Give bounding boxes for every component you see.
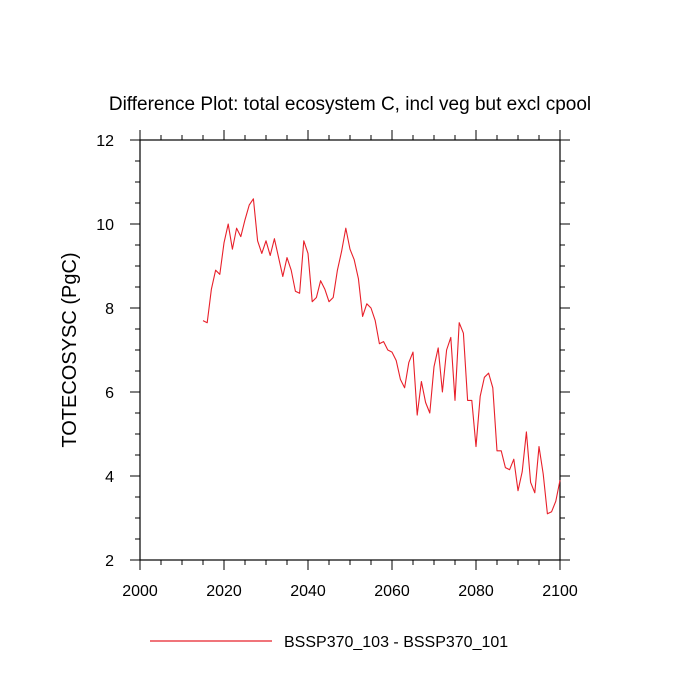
x-tick-labels: 2000 2020 2040 2060 2080 2100 [122,583,578,600]
x-tick-label: 2020 [206,583,242,600]
y-tick-label: 8 [105,301,114,318]
legend-label: BSSP370_103 - BSSP370_101 [284,634,508,651]
y-tick-label: 2 [105,553,114,570]
x-tick-label: 2040 [290,583,326,600]
x-tick-label: 2080 [458,583,494,600]
y-axis-label: TOTECOSYSC (PgC) [59,252,81,447]
x-tick-label: 2000 [122,583,158,600]
x-tick-label: 2100 [542,583,578,600]
x-tick-label: 2060 [374,583,410,600]
axis-ticks [130,130,570,570]
legend: BSSP370_103 - BSSP370_101 [150,634,508,651]
series-group [202,198,561,515]
y-tick-labels: 2 4 6 8 10 12 [96,133,114,570]
y-tick-label: 4 [105,469,114,486]
y-tick-label: 10 [96,217,114,234]
y-tick-label: 12 [96,133,114,150]
y-tick-label: 6 [105,385,114,402]
plot-frame [139,139,561,561]
chart-title: Difference Plot: total ecosystem C, incl… [109,94,591,115]
series-line-0 [202,198,561,515]
